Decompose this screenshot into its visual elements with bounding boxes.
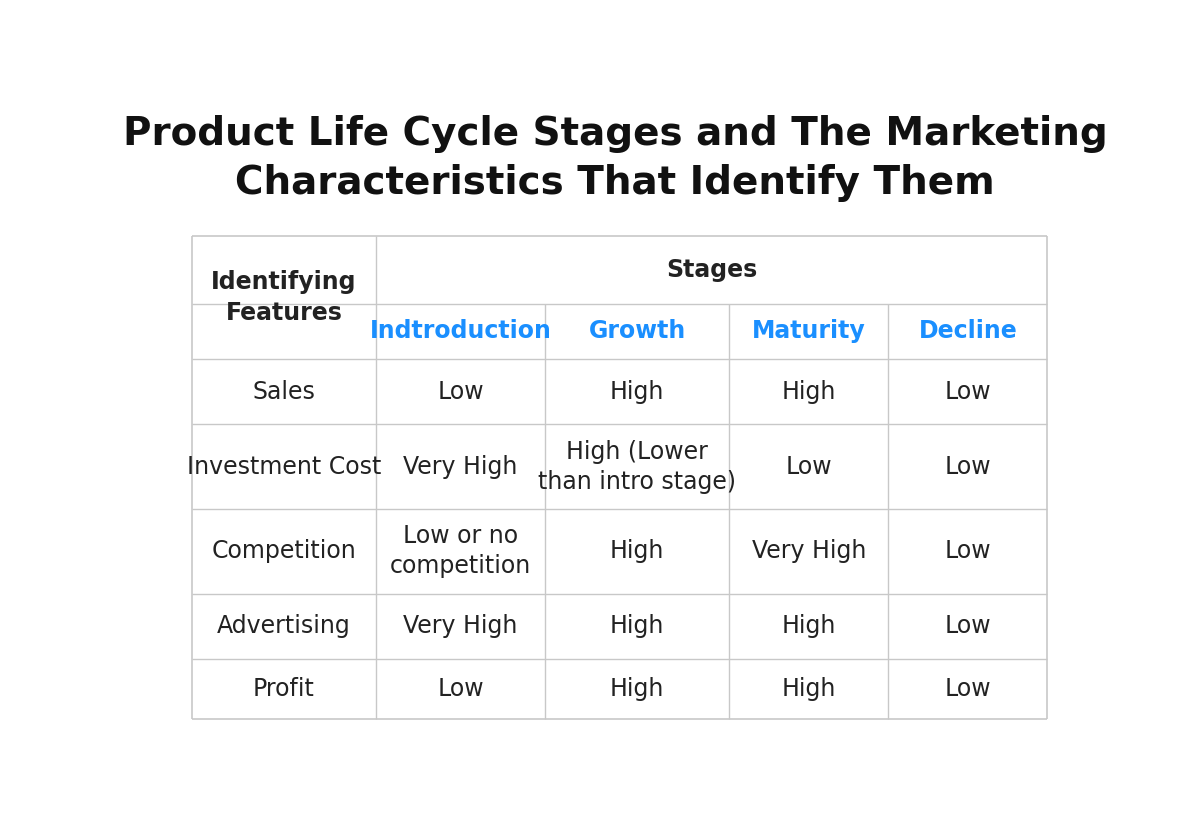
Text: Decline: Decline xyxy=(918,320,1018,344)
Text: Low: Low xyxy=(437,380,484,404)
Text: High: High xyxy=(781,677,836,701)
Text: Stages: Stages xyxy=(666,258,757,282)
Text: Low: Low xyxy=(786,454,832,479)
Text: High: High xyxy=(610,615,665,638)
Text: High: High xyxy=(610,539,665,563)
Text: Low: Low xyxy=(944,677,991,701)
Text: Low or no
competition: Low or no competition xyxy=(390,525,532,578)
Text: Product Life Cycle Stages and The Marketing
Characteristics That Identify Them: Product Life Cycle Stages and The Market… xyxy=(122,115,1108,202)
Text: Low: Low xyxy=(944,539,991,563)
Text: Competition: Competition xyxy=(211,539,356,563)
Text: Profit: Profit xyxy=(253,677,314,701)
Text: High (Lower
than intro stage): High (Lower than intro stage) xyxy=(538,439,736,493)
Text: Low: Low xyxy=(944,615,991,638)
Text: Investment Cost: Investment Cost xyxy=(187,454,382,479)
Text: Maturity: Maturity xyxy=(752,320,865,344)
Text: Very High: Very High xyxy=(751,539,866,563)
Text: Low: Low xyxy=(437,677,484,701)
Text: Identifying
Features: Identifying Features xyxy=(211,270,356,325)
Text: Low: Low xyxy=(944,380,991,404)
Text: High: High xyxy=(610,380,665,404)
Text: Very High: Very High xyxy=(403,615,517,638)
Text: Sales: Sales xyxy=(252,380,316,404)
Text: Advertising: Advertising xyxy=(217,615,350,638)
Text: Very High: Very High xyxy=(403,454,517,479)
Text: Indtroduction: Indtroduction xyxy=(370,320,552,344)
Text: High: High xyxy=(781,615,836,638)
Text: Growth: Growth xyxy=(588,320,686,344)
Text: Low: Low xyxy=(944,454,991,479)
Text: High: High xyxy=(610,677,665,701)
Text: High: High xyxy=(781,380,836,404)
